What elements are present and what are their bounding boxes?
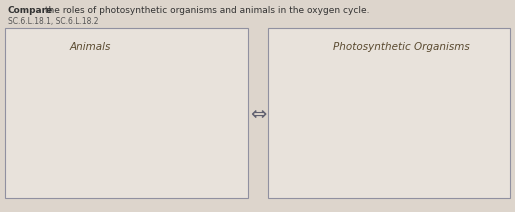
Bar <box>268 28 510 198</box>
Text: Animals: Animals <box>70 42 111 52</box>
Text: the roles of photosynthetic organisms and animals in the oxygen cycle.: the roles of photosynthetic organisms an… <box>42 6 369 15</box>
Text: SC.6.L.18.1, SC.6.L.18.2: SC.6.L.18.1, SC.6.L.18.2 <box>8 17 98 26</box>
Bar <box>5 28 248 198</box>
Text: Photosynthetic Organisms: Photosynthetic Organisms <box>333 42 470 52</box>
Text: ⇔: ⇔ <box>250 105 266 124</box>
Text: Compare: Compare <box>8 6 53 15</box>
